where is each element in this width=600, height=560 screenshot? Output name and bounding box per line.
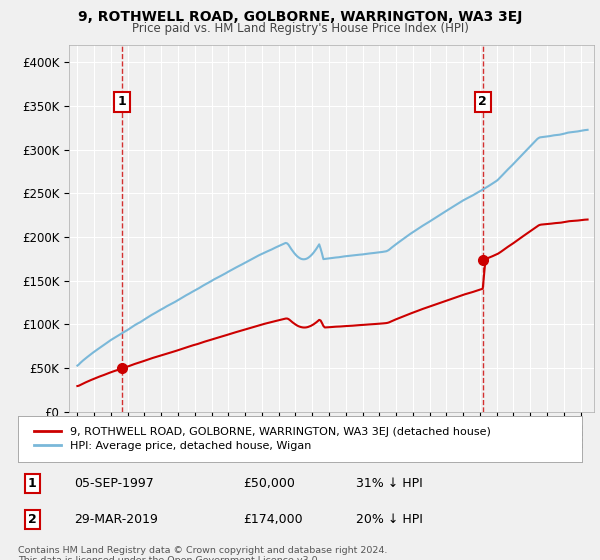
Text: 1: 1: [118, 95, 127, 108]
Text: 2: 2: [478, 95, 487, 108]
Text: Contains HM Land Registry data © Crown copyright and database right 2024.
This d: Contains HM Land Registry data © Crown c…: [18, 546, 388, 560]
Text: 05-SEP-1997: 05-SEP-1997: [74, 477, 154, 490]
Text: 29-MAR-2019: 29-MAR-2019: [74, 514, 158, 526]
Text: 9, ROTHWELL ROAD, GOLBORNE, WARRINGTON, WA3 3EJ: 9, ROTHWELL ROAD, GOLBORNE, WARRINGTON, …: [78, 10, 522, 24]
Text: Price paid vs. HM Land Registry's House Price Index (HPI): Price paid vs. HM Land Registry's House …: [131, 22, 469, 35]
Text: £174,000: £174,000: [244, 514, 303, 526]
Text: 31% ↓ HPI: 31% ↓ HPI: [356, 477, 423, 490]
Text: 20% ↓ HPI: 20% ↓ HPI: [356, 514, 423, 526]
Legend: 9, ROTHWELL ROAD, GOLBORNE, WARRINGTON, WA3 3EJ (detached house), HPI: Average p: 9, ROTHWELL ROAD, GOLBORNE, WARRINGTON, …: [29, 422, 496, 456]
Text: 2: 2: [28, 514, 37, 526]
Text: 1: 1: [28, 477, 37, 490]
Text: £50,000: £50,000: [244, 477, 295, 490]
